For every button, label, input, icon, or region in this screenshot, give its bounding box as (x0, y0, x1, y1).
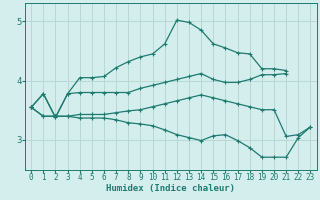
X-axis label: Humidex (Indice chaleur): Humidex (Indice chaleur) (106, 184, 235, 193)
